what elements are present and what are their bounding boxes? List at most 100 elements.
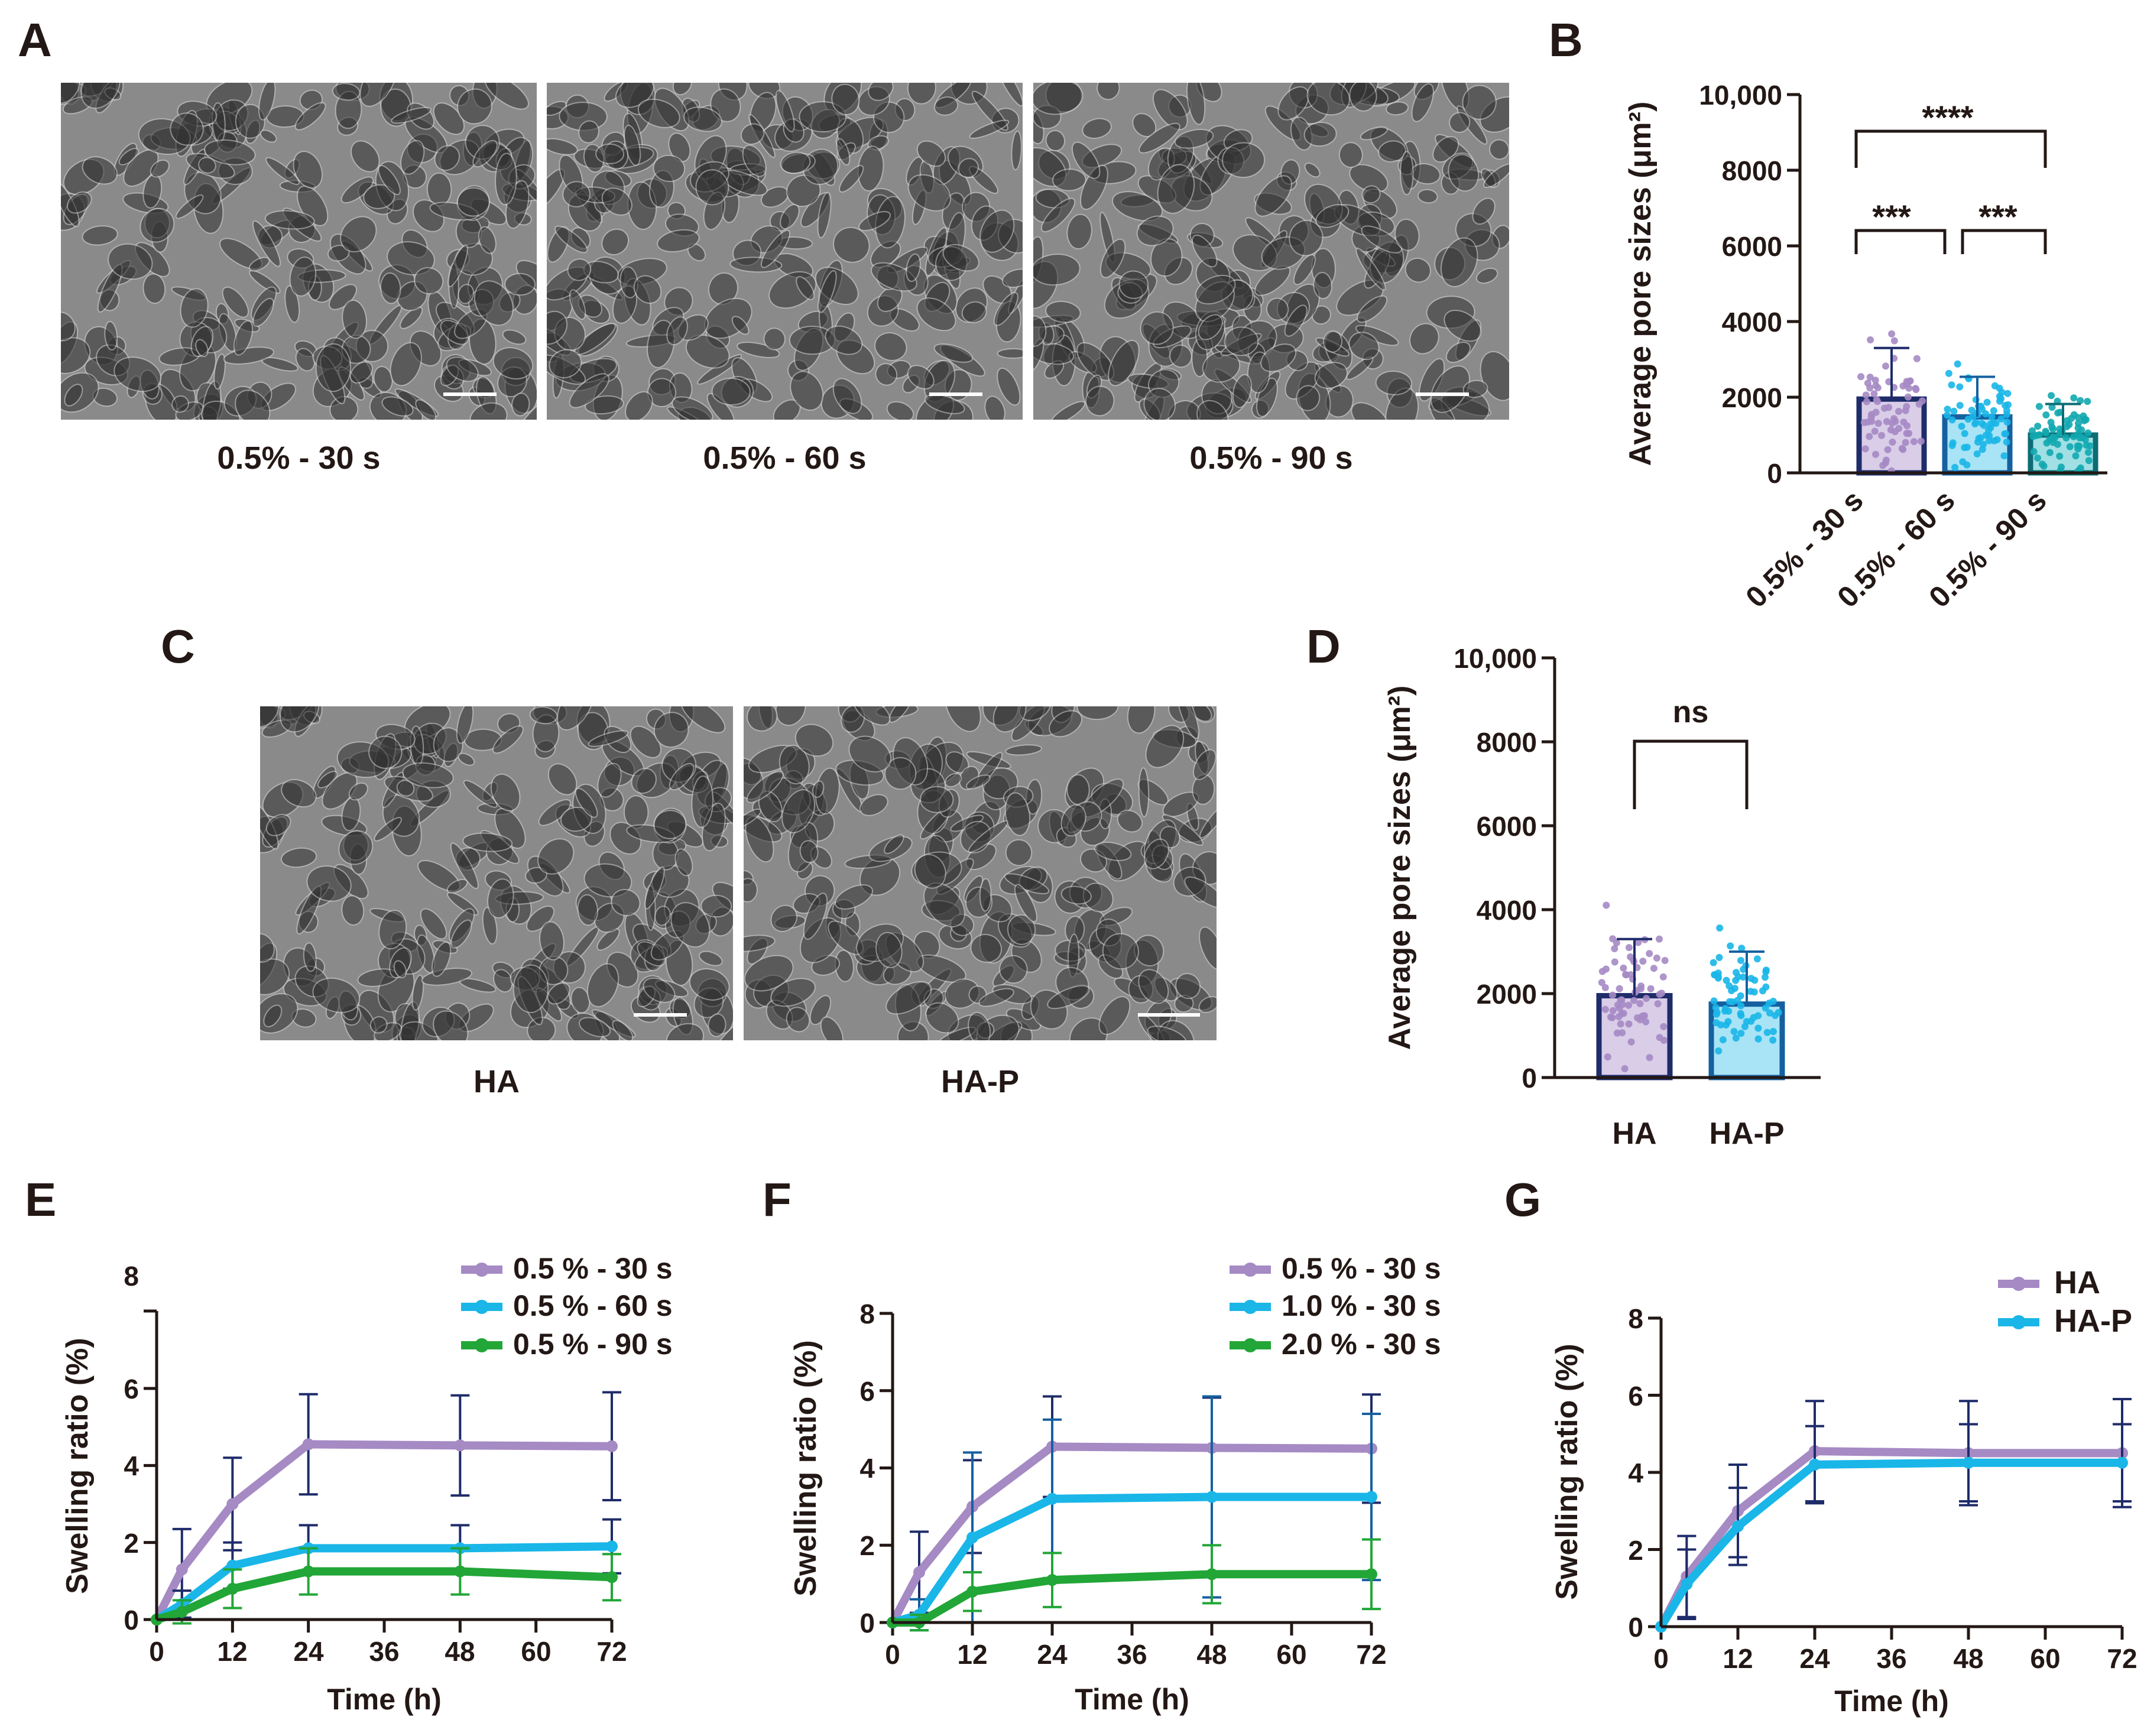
data-point — [1772, 1012, 1779, 1019]
sem-pore — [492, 347, 534, 379]
sem-pore — [644, 866, 665, 910]
sem-pore — [1199, 802, 1217, 839]
sem-pore — [691, 775, 714, 828]
sem-pore — [348, 782, 368, 801]
sem-pore — [1169, 344, 1192, 368]
data-point — [1871, 377, 1879, 384]
sem-pore — [858, 211, 891, 232]
sem-pore — [380, 272, 401, 304]
sem-pore — [235, 390, 271, 420]
data-point — [1990, 407, 1997, 414]
sem-pore — [601, 187, 633, 216]
sem-pore — [312, 977, 361, 1013]
legend-marker — [475, 1338, 489, 1352]
sem-pore — [588, 730, 629, 747]
data-point — [1917, 437, 1925, 445]
sem-pore — [653, 810, 687, 839]
sem-pore — [494, 807, 526, 849]
sem-pore — [1195, 274, 1236, 305]
sem-pore — [340, 176, 374, 204]
sem-pore — [875, 363, 898, 386]
sem-pore — [529, 706, 558, 725]
sem-pore — [653, 712, 689, 748]
sem-pore — [289, 256, 317, 297]
sem-pore — [415, 399, 437, 420]
sem-pore — [1066, 213, 1092, 249]
sem-pore — [820, 1016, 844, 1040]
data-point — [2046, 449, 2054, 456]
data-point — [1963, 461, 1971, 469]
sem-pore — [492, 725, 524, 754]
sem-image-0-5-30s — [61, 83, 537, 420]
sem-pore — [547, 763, 578, 796]
sem-pore — [363, 184, 395, 209]
sem-pore — [670, 902, 711, 948]
data-point — [2000, 452, 2008, 460]
sem-pore — [1060, 885, 1092, 905]
sem-pore — [796, 276, 815, 300]
data-point — [1883, 418, 1890, 426]
chart-d-ytick: 4000 — [1477, 895, 1537, 926]
sem-pore — [1144, 838, 1169, 869]
chart-f-xtick: 60 — [1276, 1639, 1306, 1670]
data-point — [1945, 369, 1952, 377]
chart-e-xtick: 72 — [596, 1636, 627, 1667]
sem-pore — [744, 955, 794, 992]
sem-pore — [643, 977, 676, 1003]
data-point — [1636, 1000, 1644, 1007]
sem-pore — [1079, 164, 1108, 210]
sem-pore — [547, 310, 568, 345]
data-point — [1727, 942, 1734, 950]
sem-pore — [374, 817, 403, 842]
sem-pore — [170, 112, 204, 146]
data-point — [2003, 407, 2010, 414]
legend-marker — [2012, 1277, 2026, 1291]
sem-pore — [1139, 122, 1180, 154]
data-point — [2065, 421, 2073, 429]
data-point — [2003, 438, 2010, 446]
sem-pore — [390, 342, 422, 387]
data-point — [1973, 450, 1981, 457]
data-point — [1634, 939, 1642, 946]
sem-pore — [1033, 83, 1084, 115]
data-point — [2029, 433, 2037, 440]
sem-pore — [1174, 128, 1214, 149]
sem-pore — [562, 181, 591, 207]
sem-pore — [222, 286, 249, 318]
sem-pore — [463, 780, 498, 808]
sem-pore — [780, 151, 811, 174]
data-point — [1732, 1520, 1744, 1533]
sem-pore — [495, 152, 517, 206]
data-point — [176, 1606, 188, 1618]
scale-bar — [1416, 392, 1469, 396]
sem-pore — [1082, 118, 1112, 139]
data-point — [2048, 435, 2055, 443]
sem-image-ha-p — [744, 706, 1217, 1040]
data-point — [2042, 427, 2049, 435]
sem-pore — [1127, 706, 1156, 734]
chart-e-legend-label: 0.5 % - 90 s — [513, 1328, 673, 1361]
data-point — [1743, 1018, 1750, 1026]
panel-label-a: A — [18, 14, 52, 66]
data-point — [1717, 1021, 1724, 1028]
sem-image-ha — [260, 706, 733, 1040]
sem-pore — [583, 863, 633, 898]
chart-g-xtick: 0 — [1653, 1643, 1669, 1674]
sem-pore — [1108, 339, 1140, 387]
sem-pore — [303, 942, 317, 972]
data-point — [606, 1571, 618, 1584]
data-point — [2058, 463, 2065, 471]
data-point — [1621, 1065, 1629, 1072]
sem-pore — [631, 768, 657, 794]
sem-pore — [760, 229, 791, 268]
sem-pore — [654, 906, 671, 926]
data-point — [454, 1439, 466, 1452]
chart-d-sig-label: ns — [1673, 695, 1709, 729]
sem-pore — [420, 908, 447, 940]
data-point — [1769, 1036, 1777, 1044]
sem-pore — [779, 744, 810, 784]
sem-pore — [1050, 401, 1086, 420]
sem-pore — [884, 834, 904, 854]
sem-pore — [433, 727, 463, 762]
data-point — [1912, 386, 1920, 393]
